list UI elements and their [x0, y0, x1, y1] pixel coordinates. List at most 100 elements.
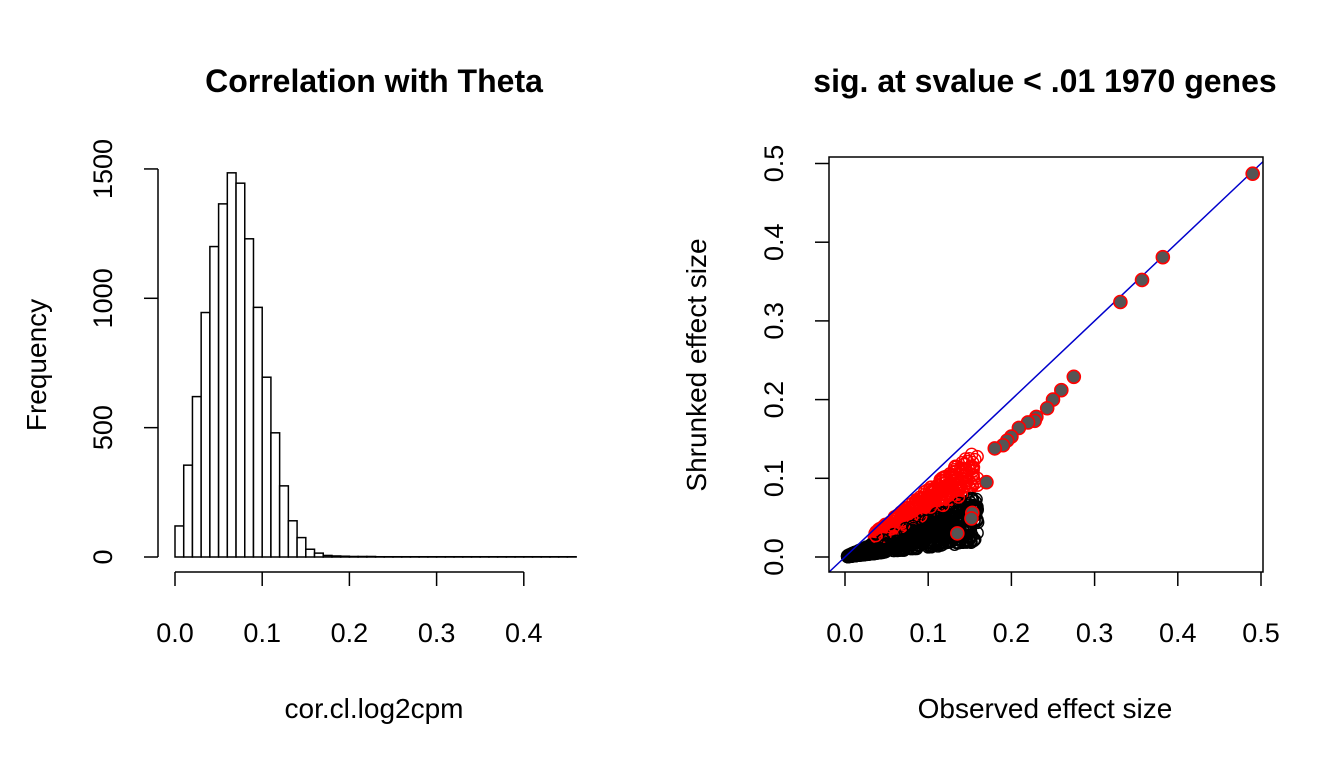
x-tick-label: 0.1	[243, 618, 281, 648]
histogram-bar	[287, 520, 298, 558]
significant-point	[951, 490, 966, 504]
significant-point	[869, 524, 883, 539]
highlighted-point	[1134, 272, 1150, 288]
scatter-point	[887, 527, 901, 542]
scatter-point	[870, 541, 885, 556]
scatter-point	[926, 539, 940, 553]
scatter-highlighted-points	[950, 166, 1260, 541]
histogram-y-axis: 0 500 1000 1500	[88, 139, 159, 565]
significant-point	[960, 454, 975, 469]
histogram-x-axis: 0.0 0.1 0.2 0.3 0.4	[156, 571, 543, 648]
highlighted-point	[950, 526, 965, 541]
histogram-y-axis-label: Frequency	[21, 299, 52, 431]
histogram-bar	[357, 555, 368, 558]
scatter-point	[908, 539, 922, 554]
x-tick-label: 0.0	[826, 618, 864, 648]
significant-point	[939, 475, 953, 489]
histogram-bar	[331, 555, 342, 558]
y-tick-label: 1000	[88, 268, 118, 328]
histogram-bar	[305, 548, 316, 558]
scatter-point	[854, 546, 868, 560]
histogram-bar	[217, 203, 229, 558]
significant-point	[948, 459, 963, 473]
x-tick-label: 0.0	[156, 618, 194, 648]
highlighted-point	[1066, 369, 1082, 385]
highlighted-point	[1054, 382, 1069, 398]
y-tick-label: 500	[88, 405, 118, 450]
highlighted-point	[979, 474, 994, 490]
histogram-bar	[191, 395, 202, 558]
highlighted-point	[1155, 249, 1171, 265]
x-tick-label: 0.1	[909, 618, 947, 648]
scatter-point-cloud	[840, 447, 985, 564]
histogram-bar	[182, 464, 194, 558]
significant-point	[921, 493, 936, 508]
significant-point	[956, 463, 970, 477]
y-tick-label: 1500	[88, 139, 118, 199]
y-tick-label: 0	[88, 549, 118, 564]
x-tick-label: 0.3	[418, 618, 456, 648]
significant-point	[882, 519, 897, 534]
scatter-x-axis: 0.0 0.1 0.2 0.3 0.4 0.5	[826, 572, 1280, 648]
y-tick-label: 0.1	[759, 460, 789, 498]
highlighted-point	[964, 511, 979, 526]
histogram-bar	[252, 306, 263, 558]
scatter-y-axis-label: Shrunked effect size	[681, 238, 712, 491]
scatter-y-axis: 0.0 0.1 0.2 0.3 0.4 0.5	[759, 145, 829, 576]
histogram-bar	[261, 376, 272, 558]
histogram-bar	[366, 555, 377, 558]
scatter-point	[932, 537, 946, 551]
highlighted-point	[1245, 166, 1260, 182]
histogram-bar	[270, 432, 281, 558]
highlighted-point	[1039, 400, 1055, 416]
scatter-point	[895, 536, 910, 550]
histogram-bar	[339, 555, 351, 558]
histogram-bar	[348, 555, 359, 558]
x-tick-label: 0.2	[331, 618, 369, 648]
scatter-plot-box	[828, 156, 1264, 573]
scatter-title: sig. at svalue < .01 1970 genes	[813, 63, 1276, 99]
identity-line-path	[828, 161, 1264, 573]
histogram-panel: Correlation with Theta cor.cl.log2cpm Fr…	[21, 63, 577, 724]
y-tick-label: 0.4	[759, 223, 789, 261]
histogram-bar	[174, 525, 185, 558]
histogram-x-axis-label: cor.cl.log2cpm	[285, 693, 464, 724]
x-tick-label: 0.2	[993, 618, 1031, 648]
significant-point	[923, 500, 938, 514]
histogram-title: Correlation with Theta	[205, 63, 543, 99]
histogram-bars	[174, 172, 577, 558]
scatter-point	[945, 510, 960, 524]
scatter-point	[934, 538, 948, 552]
histogram-bar	[313, 552, 324, 558]
scatter-point	[937, 512, 951, 526]
scatter-point	[918, 514, 933, 528]
histogram-bar	[244, 238, 255, 558]
histogram-bar	[278, 485, 290, 558]
scatter-point	[916, 524, 931, 539]
significant-point	[887, 519, 901, 534]
scatter-point	[906, 521, 921, 536]
highlighted-point	[987, 441, 1003, 456]
highlighted-point	[1113, 294, 1128, 310]
scatter-x-axis-label: Observed effect size	[918, 693, 1173, 724]
x-tick-label: 0.5	[1242, 618, 1280, 648]
significant-point	[951, 480, 966, 494]
scatter-panel: sig. at svalue < .01 1970 genes Observed…	[681, 63, 1280, 724]
identity-line	[828, 161, 1264, 573]
significant-point	[945, 477, 959, 491]
scatter-point	[952, 501, 966, 515]
x-tick-label: 0.4	[505, 618, 543, 648]
scatter-point	[899, 539, 913, 554]
y-tick-label: 0.2	[759, 381, 789, 419]
histogram-bar	[209, 245, 220, 558]
histogram-bar	[235, 182, 246, 558]
significant-point	[869, 528, 883, 543]
significant-point	[956, 457, 971, 472]
y-tick-label: 0.5	[759, 145, 789, 183]
histogram-bar	[226, 172, 237, 558]
histogram-bar	[322, 554, 333, 558]
histogram-bar	[200, 311, 211, 558]
y-tick-label: 0.0	[759, 538, 789, 576]
x-tick-label: 0.4	[1159, 618, 1197, 648]
